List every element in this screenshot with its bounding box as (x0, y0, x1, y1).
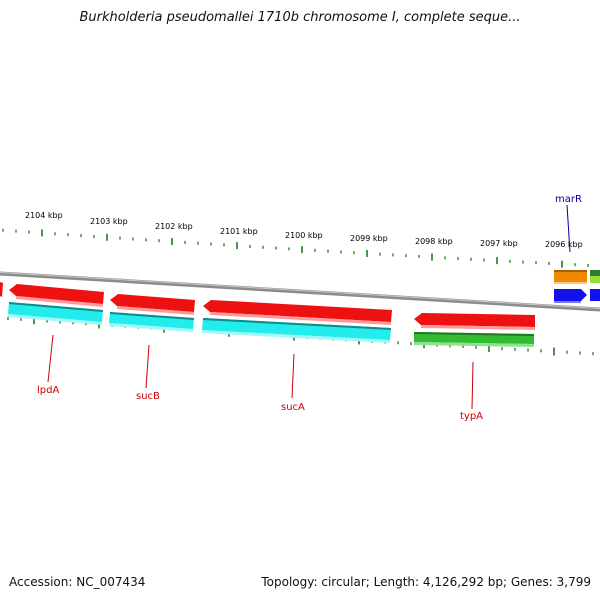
gene-marR-block[interactable] (554, 270, 587, 284)
gene-label-lpdA[interactable]: lpdA (37, 385, 59, 396)
gene-lpdA-block[interactable] (8, 302, 103, 325)
gene-partial-right-blue[interactable] (590, 289, 600, 301)
gene-label-marR[interactable]: marR (555, 194, 582, 205)
gene-sucA-block[interactable] (202, 318, 391, 343)
ruler-label-2101: 2101 kbp (220, 227, 258, 236)
ruler-label-2096: 2096 kbp (545, 240, 583, 249)
leader-line-sucA (291, 353, 295, 399)
ruler-label-2104: 2104 kbp (25, 211, 63, 220)
ruler-label-2098: 2098 kbp (415, 237, 453, 246)
gene-partial-left[interactable] (0, 282, 3, 297)
gene-label-sucA[interactable]: sucA (281, 402, 305, 413)
accession-text: Accession: NC_007434 (9, 575, 146, 589)
gene-lpdA-arrow[interactable] (9, 284, 104, 307)
ruler-label-2100: 2100 kbp (285, 231, 323, 240)
gene-blue-arrow[interactable] (554, 289, 587, 303)
ruler-label-2097: 2097 kbp (480, 239, 518, 248)
ruler-label-2099: 2099 kbp (350, 234, 388, 243)
leader-line-typA (471, 361, 474, 410)
genome-backbone-highlight (0, 272, 600, 309)
gene-label-sucB[interactable]: sucB (136, 391, 160, 402)
leader-line-lpdA (47, 334, 54, 383)
map-title: Burkholderia pseudomallei 1710b chromoso… (79, 10, 521, 25)
genome-summary-text: Topology: circular; Length: 4,126,292 bp… (261, 575, 591, 589)
gene-typA-block[interactable] (414, 332, 534, 347)
gene-label-typA[interactable]: typA (460, 411, 483, 422)
ruler-label-2103: 2103 kbp (90, 217, 128, 226)
gene-typA-arrow[interactable] (414, 313, 535, 330)
leader-line-marR (566, 204, 571, 253)
gene-sucB-block[interactable] (109, 312, 194, 332)
gene-sucB-arrow[interactable] (110, 294, 195, 315)
ruler-label-2102: 2102 kbp (155, 222, 193, 231)
gene-sucA-arrow[interactable] (203, 300, 392, 325)
upper-tick-marks (2, 228, 589, 268)
gene-partial-right-top[interactable] (590, 270, 600, 283)
genome-backbone (0, 271, 600, 312)
leader-line-sucB (145, 344, 150, 389)
